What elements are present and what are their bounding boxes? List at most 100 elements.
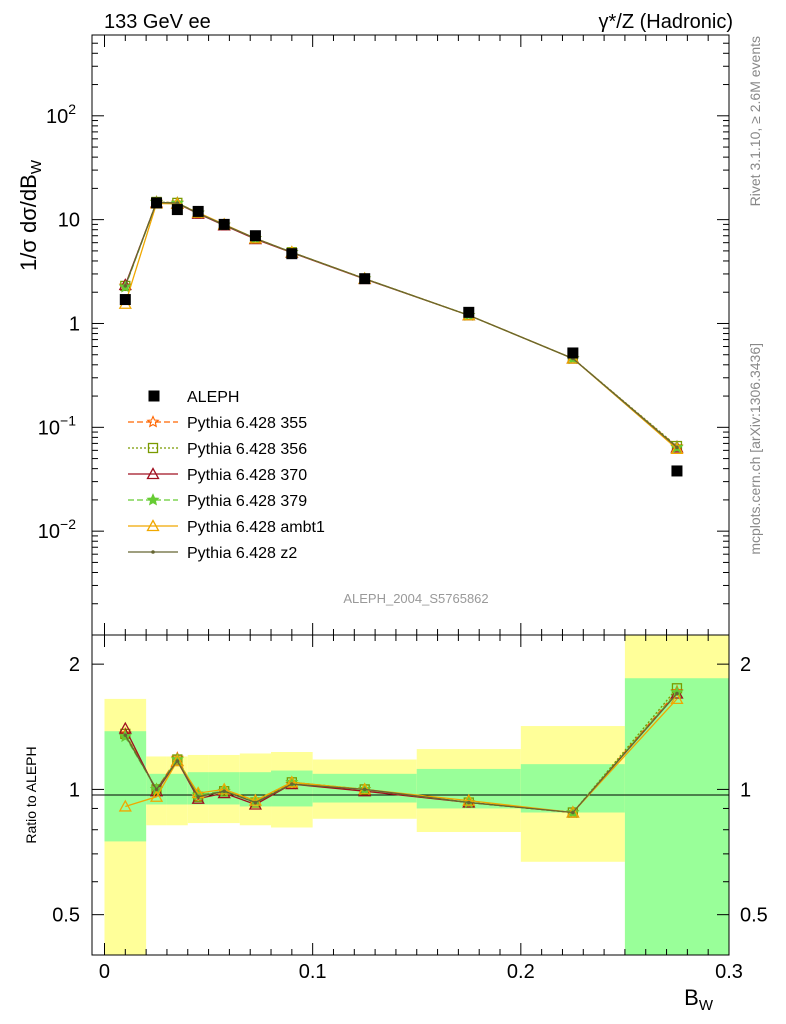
ratio-series-point (362, 787, 367, 792)
ratio-series-point (248, 793, 263, 806)
ratio-y-tick-label: 0.5 (52, 905, 80, 927)
main-series-line (124, 201, 678, 448)
ratio-y-axis-label: Ratio to ALEPH (23, 746, 39, 843)
ratio-series-point (285, 775, 299, 788)
main-series-3 (118, 195, 684, 454)
main-y-tick-label: 10 (58, 210, 80, 232)
aleph-data-point (567, 347, 579, 359)
legend-marker (147, 442, 159, 454)
legend-marker (146, 467, 160, 480)
ratio-series-point (118, 799, 132, 812)
main-y-tick-label-exponent: −1 (60, 412, 76, 428)
rivet-version-text: Rivet 3.1.10, ≥ 2.6M events (747, 36, 763, 206)
main-y-tick-label-base: 10 (38, 417, 60, 439)
main-series-line (124, 201, 678, 448)
main-y-axis-label-subscript: W (28, 159, 45, 174)
legend-label: Pythia 6.428 379 (187, 493, 307, 510)
legend-marker (151, 550, 155, 554)
legend-item: Pythia 6.428 379 (128, 493, 307, 510)
main-y-tick-label: 1 (69, 313, 80, 335)
main-series-line (124, 201, 678, 447)
legend-item: ALEPH (148, 389, 239, 406)
main-y-axis-label: 1/σ dσ/dBW (16, 159, 45, 271)
main-series-point (675, 445, 679, 450)
x-tick-label: 0.2 (507, 961, 535, 983)
main-y-tick-label: 10−2 (38, 516, 76, 543)
aleph-data-point (119, 294, 131, 306)
x-tick-label: 0.1 (299, 961, 327, 983)
main-y-tick-label-exponent: −2 (60, 516, 76, 532)
aleph-data-series (119, 197, 683, 477)
legend-label: Pythia 6.428 ambt1 (187, 519, 325, 536)
legend-item: Pythia 6.428 z2 (128, 545, 297, 562)
ratio-series-point (217, 782, 231, 795)
ratio-y-tick-label: 1 (69, 779, 80, 801)
main-y-tick-label: 10−1 (38, 412, 76, 439)
aleph-data-point (359, 273, 371, 285)
ratio-y-tick-label-right: 1 (740, 779, 751, 801)
ratio-series-point (222, 789, 226, 794)
ratio-series-point (253, 800, 258, 805)
ratio-series-line (125, 698, 678, 814)
main-series-line (124, 201, 678, 448)
ratio-series-point (154, 787, 159, 792)
ratio-series-point (149, 789, 164, 802)
main-y-tick-label: 102 (46, 101, 76, 128)
ratio-series-point (290, 782, 294, 786)
header-left-text: 133 GeV ee (104, 11, 211, 33)
ratio-series-5 (123, 691, 679, 815)
main-y-tick-label-base: 1 (69, 313, 80, 335)
legend: ALEPH Pythia 6.428 355 Pythia 6.428 356 Pyt… (128, 389, 325, 562)
ratio-y-tick-label-right: 0.5 (740, 905, 768, 927)
ratio-panel: 0.5 0.5 1 1 2 2 Ratio to ALEPH 0 0.1 0.2 0.3 BW (23, 634, 768, 1014)
main-series-0 (118, 195, 684, 453)
legend-item: Pythia 6.428 ambt1 (128, 519, 325, 536)
x-axis-label-subscript: W (699, 997, 714, 1014)
aleph-data-point (463, 306, 475, 318)
main-series-1 (120, 196, 683, 452)
main-series-line (124, 202, 678, 450)
aleph-data-point (192, 205, 204, 217)
main-y-tick-label-base: 10 (46, 106, 68, 128)
main-series-5 (123, 200, 679, 450)
ratio-series-point (196, 794, 200, 799)
legend-item: Pythia 6.428 356 (128, 441, 307, 458)
ratio-series-point (571, 810, 575, 815)
analysis-id-text: ALEPH_2004_S5765862 (343, 591, 488, 606)
legend-marker (146, 493, 160, 506)
legend-label: Pythia 6.428 z2 (187, 545, 297, 562)
ratio-series-4 (118, 692, 684, 818)
main-series-point (123, 284, 128, 288)
legend-marker (146, 415, 160, 428)
x-axis-label: BW (684, 985, 714, 1014)
x-tick-label: 0.3 (715, 961, 743, 983)
ratio-panel-frame (91, 634, 730, 956)
ratio-series-point (462, 793, 476, 806)
main-y-tick-label-base: 10 (38, 521, 60, 543)
main-series-2 (118, 195, 684, 453)
aleph-data-point (671, 465, 683, 477)
legend-label: Pythia 6.428 370 (187, 467, 307, 484)
aleph-data-point (286, 248, 298, 260)
ratio-series-point (675, 691, 679, 696)
x-tick-label: 0 (99, 961, 110, 983)
legend-marker (146, 519, 160, 532)
legend-marker (148, 390, 160, 402)
ratio-series-point (670, 692, 684, 705)
ratio-series-point (123, 733, 128, 737)
ratio-y-tick-label-right: 2 (740, 654, 751, 676)
main-series-line (124, 201, 678, 448)
aleph-data-point (249, 230, 261, 242)
header-right-text: γ*/Z (Hadronic) (599, 11, 733, 33)
ratio-band-inner (104, 731, 147, 842)
legend-label: ALEPH (187, 389, 239, 406)
ratio-series-point (175, 759, 180, 763)
legend-label: Pythia 6.428 355 (187, 415, 307, 432)
legend-item: Pythia 6.428 355 (128, 415, 307, 432)
legend-item: Pythia 6.428 370 (128, 467, 307, 484)
ratio-band-inner (624, 678, 729, 955)
ratio-series-point (170, 754, 184, 767)
legend-label: Pythia 6.428 356 (187, 441, 307, 458)
